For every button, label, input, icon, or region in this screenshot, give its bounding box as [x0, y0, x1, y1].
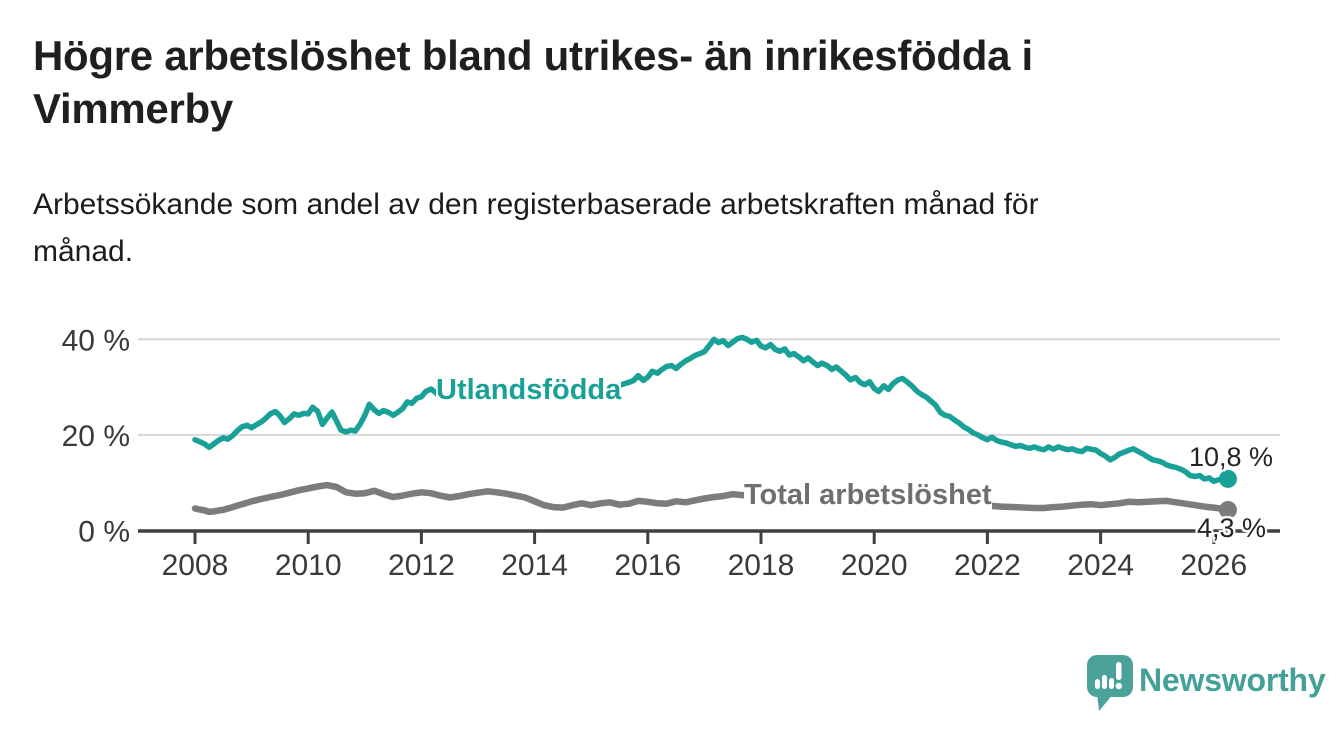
series-line-total [191, 481, 1232, 516]
x-tick-label-2022: 2022 [954, 549, 1021, 582]
newsworthy-logo-text: Newsworthy [1139, 662, 1326, 698]
series-lines [191, 334, 1237, 519]
y-axis-labels: 0 % 20 % 40 % [62, 324, 130, 548]
series-line-utlandsfodda [192, 334, 1231, 485]
title-line-1: Högre arbetslöshet bland utrikes- än inr… [33, 32, 1033, 79]
x-axis: 2008 2010 2012 2014 2016 2018 2020 2022 2024 2026 [138, 529, 1280, 582]
newsworthy-logo-icon [1087, 655, 1133, 711]
y-tick-label-20: 20 % [62, 420, 130, 453]
y-tick-label-0: 0 % [78, 516, 130, 549]
series-end-dot-total [1218, 500, 1237, 519]
bar-chart-glyph [1095, 675, 1114, 689]
x-tick-label-2016: 2016 [614, 549, 681, 582]
x-tick-label-2012: 2012 [388, 549, 455, 582]
exclamation-glyph [1115, 662, 1122, 690]
x-tick-label-2020: 2020 [841, 549, 908, 582]
chart-subtitle: Arbetssökande som andel av den registerb… [33, 182, 1039, 275]
page-title: Högre arbetslöshet bland utrikes- än inr… [33, 30, 1033, 136]
series-label-utlandsfodda: Utlandsfödda [436, 374, 622, 408]
title-line-2: Vimmerby [33, 84, 233, 132]
gridlines [138, 338, 1280, 436]
subtitle-line-2: månad. [33, 234, 134, 268]
subtitle-line-1: Arbetssökande som andel av den registerb… [33, 188, 1039, 221]
x-tick-label-2024: 2024 [1067, 549, 1134, 582]
series-end-dot-utlandsfodda [1218, 469, 1237, 488]
x-tick-label-2026: 2026 [1180, 549, 1247, 582]
x-tick-label-2014: 2014 [501, 549, 568, 582]
x-tick-label-2018: 2018 [728, 549, 795, 582]
end-value-label-total: 4,3 % [1197, 513, 1267, 543]
x-tick-label-2008: 2008 [162, 549, 229, 582]
speech-bubble-icon [1087, 655, 1133, 711]
x-tick-label-2010: 2010 [275, 549, 342, 582]
end-value-label-utlandsfodda: 10,8 % [1189, 442, 1274, 472]
y-tick-label-40: 40 % [62, 324, 130, 357]
series-label-total-arbetsloshet: Total arbetslöshet [744, 479, 992, 513]
